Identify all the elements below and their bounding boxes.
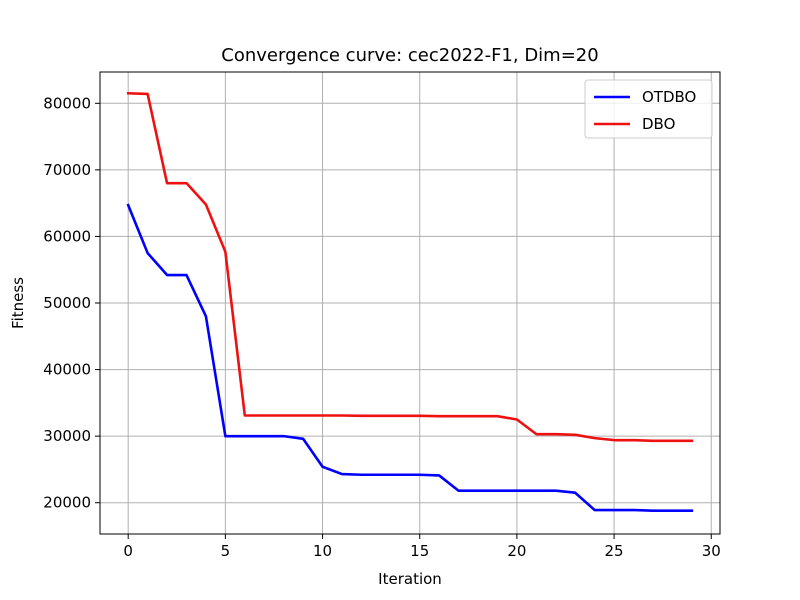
x-tick-label: 5	[221, 542, 231, 560]
plot-lines	[126, 91, 694, 513]
x-tick-label: 30	[702, 542, 721, 560]
legend-label-otdbo: OTDBO	[642, 88, 696, 106]
series-line-dbo	[126, 91, 694, 443]
axis-ticks: 0 5 10 15 20 25 30 20000 30000 40000 50000 60000 700…	[43, 94, 721, 560]
x-axis-label: Iteration	[378, 570, 442, 588]
series-line-otdbo	[126, 203, 694, 513]
y-axis-label: Fitness	[9, 277, 27, 329]
x-tick-label: 0	[123, 542, 133, 560]
y-tick-label: 60000	[43, 227, 91, 245]
y-tick-label: 30000	[43, 427, 91, 445]
y-tick-label: 20000	[43, 494, 91, 512]
x-tick-label: 20	[507, 542, 526, 560]
x-tick-label: 10	[313, 542, 332, 560]
chart-title: Convergence curve: cec2022-F1, Dim=20	[221, 45, 598, 66]
legend-label-dbo: DBO	[642, 115, 675, 133]
y-tick-label: 80000	[43, 94, 91, 112]
y-tick-label: 50000	[43, 294, 91, 312]
y-tick-label: 70000	[43, 161, 91, 179]
x-tick-label: 25	[605, 542, 624, 560]
legend: OTDBO DBO	[584, 79, 713, 139]
grid	[100, 72, 720, 534]
y-tick-label: 40000	[43, 361, 91, 379]
x-tick-label: 15	[410, 542, 429, 560]
